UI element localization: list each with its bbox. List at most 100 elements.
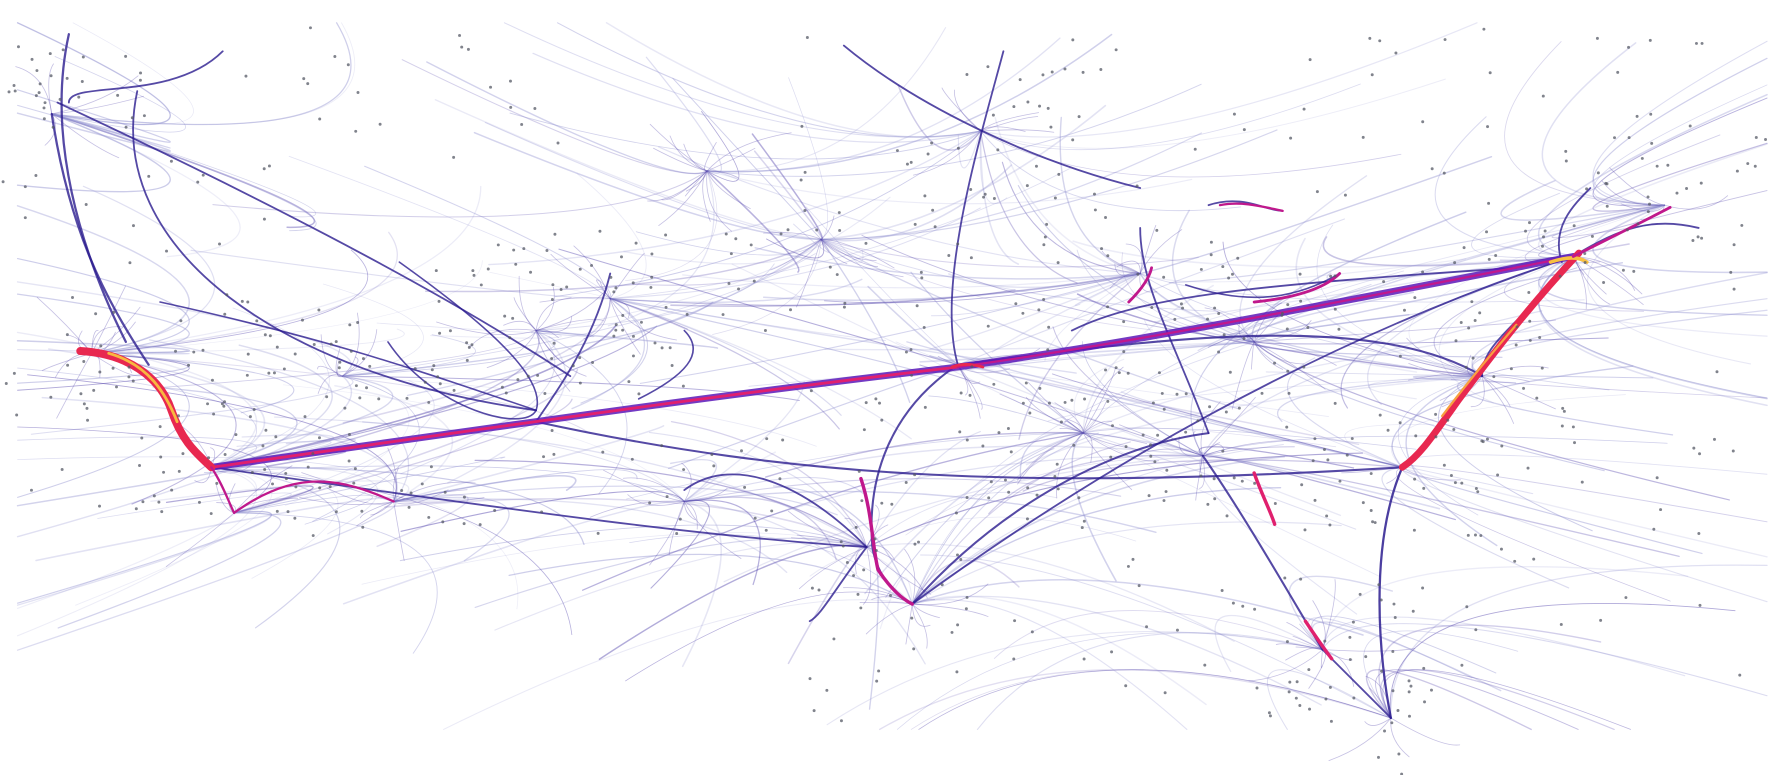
airport: [514, 262, 518, 266]
spoke: [1054, 402, 1084, 434]
airport: [1462, 246, 1466, 250]
la-phx: [232, 480, 395, 515]
airport: [842, 305, 846, 309]
airport: [905, 162, 909, 166]
airport: [1422, 486, 1426, 490]
edge: [233, 380, 435, 514]
spoke: [91, 352, 144, 377]
airport: [169, 159, 173, 163]
edge: [681, 500, 722, 668]
edge: [911, 443, 1284, 605]
airport: [559, 288, 563, 291]
airport: [1124, 445, 1128, 449]
airport: [862, 428, 866, 432]
edge: [51, 22, 352, 126]
airport: [1729, 270, 1733, 274]
spoke: [1253, 341, 1326, 390]
airport: [1452, 427, 1456, 431]
airport: [261, 444, 265, 448]
airport: [1126, 371, 1130, 375]
airport: [1092, 192, 1096, 196]
airport: [1407, 690, 1411, 694]
edge: [60, 33, 127, 344]
airport: [1446, 418, 1450, 422]
airport: [841, 544, 845, 548]
airport: [1430, 167, 1434, 171]
airport: [1175, 392, 1179, 396]
airport: [262, 217, 266, 221]
airport: [1596, 171, 1600, 175]
spoke: [599, 281, 611, 300]
spoke: [360, 501, 395, 519]
edge: [957, 218, 1345, 366]
spoke: [704, 142, 717, 172]
spoke: [91, 285, 127, 354]
edge: [866, 452, 1364, 548]
edge: [426, 61, 708, 175]
edge: [950, 50, 1005, 366]
airport: [1646, 195, 1650, 199]
edge: [1378, 624, 1602, 719]
airport: [1696, 235, 1700, 239]
edge: [1401, 466, 1768, 558]
spoke: [1251, 341, 1255, 370]
airport: [284, 477, 288, 481]
edge: [67, 50, 224, 104]
spoke: [1199, 455, 1205, 489]
airport: [1621, 268, 1625, 272]
airport: [432, 364, 436, 368]
airport: [1494, 254, 1498, 258]
airport: [904, 480, 908, 484]
airport: [631, 354, 635, 358]
edge: [1401, 466, 1768, 603]
edge: [489, 271, 624, 302]
airport: [1442, 171, 1446, 175]
airport: [770, 509, 774, 513]
airport: [486, 267, 490, 271]
airport: [1732, 287, 1736, 291]
edge: [772, 485, 913, 605]
airport: [1398, 421, 1402, 425]
edge: [787, 544, 868, 665]
edge: [788, 77, 829, 240]
airport: [220, 402, 224, 406]
la-sd: [210, 466, 236, 515]
airport: [862, 568, 866, 572]
airport: [139, 71, 143, 75]
airport: [545, 249, 549, 252]
airport: [1220, 589, 1224, 592]
edge: [625, 170, 718, 281]
airport: [1532, 557, 1536, 561]
airport: [489, 85, 493, 89]
airport: [470, 343, 474, 347]
airport: [138, 463, 141, 467]
airport: [578, 381, 582, 385]
edge: [609, 298, 942, 378]
airport: [1156, 433, 1160, 437]
spoke: [1328, 717, 1392, 762]
spoke: [51, 75, 139, 115]
edge: [1408, 204, 1665, 350]
airport: [1077, 496, 1081, 500]
edge: [210, 466, 585, 546]
airport: [177, 469, 181, 473]
airport: [479, 283, 483, 287]
edge: [1265, 371, 1483, 377]
airport: [1299, 299, 1303, 303]
spoke: [392, 467, 399, 502]
airport: [436, 375, 440, 379]
edge: [1202, 435, 1668, 457]
edge: [1538, 255, 1768, 400]
spoke: [1216, 333, 1255, 343]
airport: [650, 275, 654, 279]
airport: [1700, 41, 1704, 45]
spoke: [661, 170, 708, 201]
airport: [15, 413, 19, 417]
airport: [1652, 527, 1656, 531]
edge: [911, 255, 1575, 605]
edge: [17, 466, 257, 637]
airport: [1109, 455, 1113, 459]
spoke: [589, 500, 685, 518]
edge: [1025, 375, 1483, 466]
airport: [1267, 711, 1271, 715]
